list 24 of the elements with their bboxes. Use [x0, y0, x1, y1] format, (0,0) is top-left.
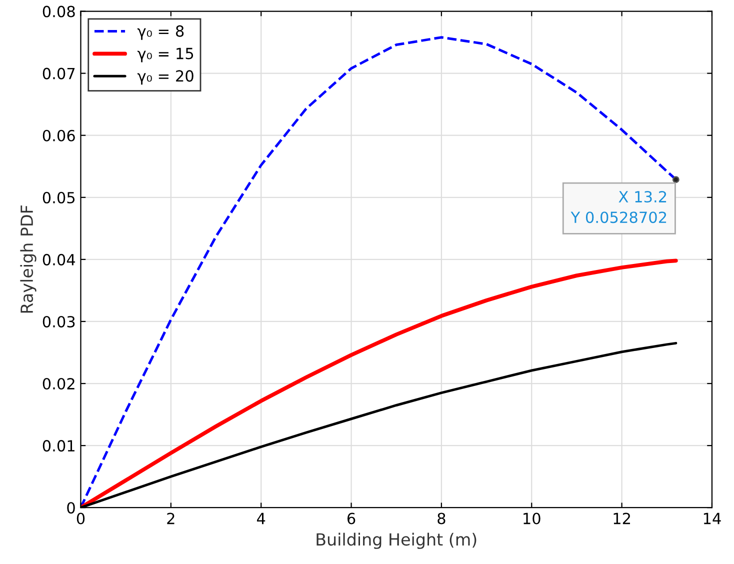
y-tick-label: 0.07	[42, 68, 75, 80]
x-tick-label: 6	[347, 512, 356, 524]
annotation: X 13.2 Y 0.0528702	[570, 190, 666, 224]
x-tick-label: 2	[167, 512, 174, 524]
x-tick-label: 4	[256, 512, 266, 524]
y-tick-label: 0	[67, 502, 75, 514]
x-tick-label: 8	[438, 512, 446, 524]
y-tick-label: 0.03	[42, 316, 75, 328]
legend-label: γ₀ = 20	[138, 70, 194, 85]
x-tick-label: 14	[704, 512, 721, 524]
x-tick-label: 10	[524, 512, 540, 524]
x-axis-title: Building Height (m)	[316, 532, 476, 549]
line-series	[80, 258, 678, 508]
y-tick-label: 0.01	[42, 440, 74, 452]
y-tick-label: 0.05	[42, 192, 75, 204]
y-tick-label: 0.06	[42, 130, 75, 142]
y-tick-label: 0.08	[42, 6, 75, 18]
y-tick-label: 0.04	[42, 254, 76, 266]
legend-label: γ₀ = 15	[138, 48, 194, 62]
x-tick-label: 0	[76, 512, 85, 524]
legend-label: γ₀ = 8	[138, 25, 184, 40]
y-axis-title: Rayleigh PDF	[20, 206, 36, 313]
y-tick-label: 0.02	[42, 378, 74, 390]
x-tick-label: 12	[614, 512, 630, 524]
